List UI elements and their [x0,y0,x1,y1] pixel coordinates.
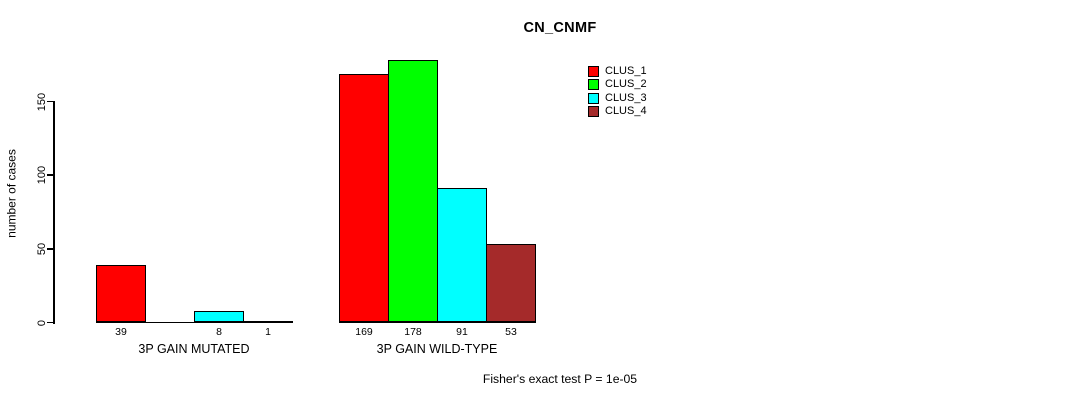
y-axis-title: number of cases [4,149,18,238]
legend-row: CLUS_3 [588,91,647,104]
legend-row: CLUS_1 [588,66,647,77]
bar-clus_4-group2 [486,244,536,323]
bar-value-label: 169 [355,326,373,338]
bar-value-label: 1 [265,326,271,338]
bar-value-label: 39 [115,326,127,338]
bar-value-label: 178 [404,326,422,338]
legend-row: CLUS_2 [588,78,647,91]
legend-swatch-clus_1 [588,66,599,77]
chart-title: CN_CNMF [523,20,597,36]
bar-clus_4-group1 [243,320,293,323]
x-category-label: 3P GAIN WILD-TYPE [376,342,498,356]
x-category-label: 3P GAIN MUTATED [138,342,250,356]
y-tick-label: 150 [36,92,48,111]
bar-value-label: 8 [216,326,222,338]
legend-row: CLUS_4 [588,105,647,118]
y-tick-mark [47,174,53,176]
legend-swatch-clus_3 [588,92,599,104]
legend-label: CLUS_4 [605,105,647,118]
bar-clus_3-group1 [194,310,244,323]
legend-swatch-clus_4 [588,106,599,118]
bar-clus_1-group2 [339,73,389,323]
bar-clus_1-group1 [96,265,146,323]
y-tick-mark [47,100,53,103]
y-tick-label: 100 [36,165,48,185]
y-tick-label: 50 [36,242,48,255]
y-axis-line [53,100,55,324]
legend-label: CLUS_1 [605,65,647,77]
bar-value-label: 53 [505,326,517,338]
y-tick-mark [47,248,53,250]
bar-value-label: 91 [456,326,468,338]
bar-clus_2-group2 [388,60,438,323]
legend-label: CLUS_2 [605,78,647,91]
legend: CLUS_1 CLUS_2 CLUS_3 CLUS_4 [588,66,647,120]
legend-swatch-clus_2 [588,79,599,91]
bar-clus_3-group2 [437,188,487,323]
legend-label: CLUS_3 [605,91,647,104]
y-tick-mark [47,321,53,324]
fisher-test-annotation: Fisher's exact test P = 1e-05 [482,372,638,386]
y-tick-label: 0 [36,319,48,326]
